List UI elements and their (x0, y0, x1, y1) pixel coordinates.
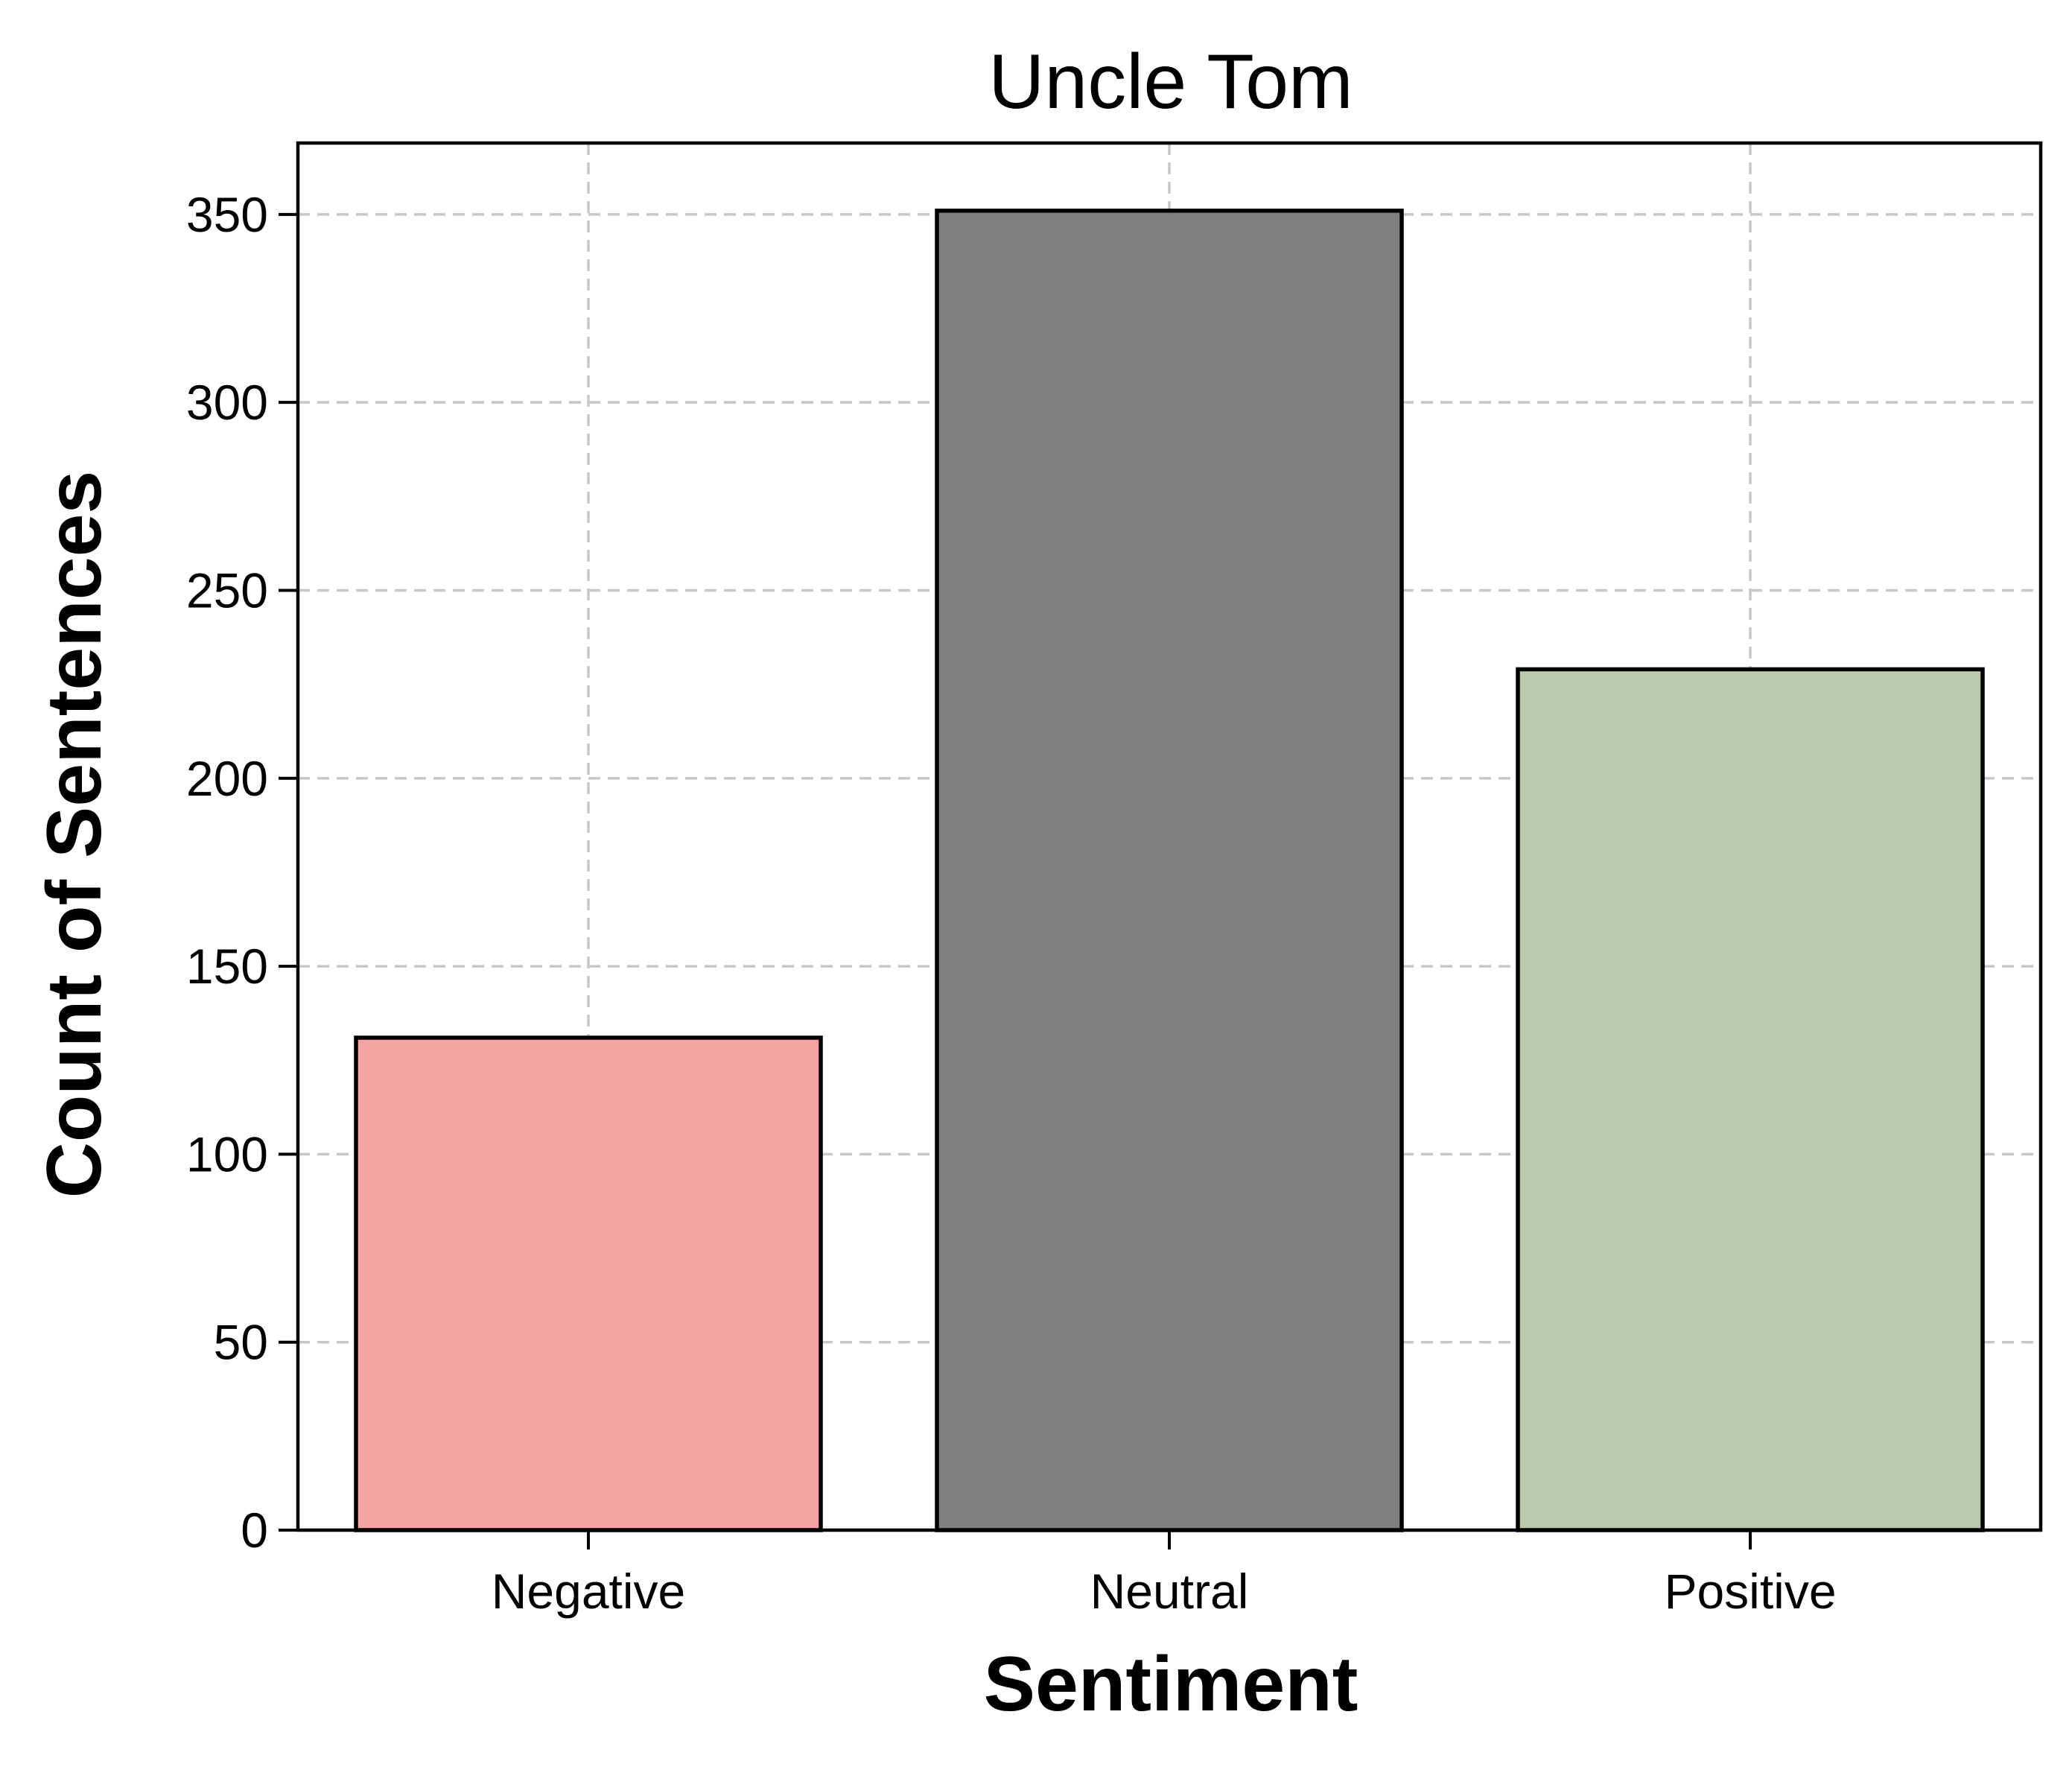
chart-title: Uncle Tom (988, 39, 1353, 125)
bar-negative (354, 1035, 823, 1532)
y-axis-title: Count of Sentences (31, 471, 118, 1199)
x-tick-label: Neutral (1090, 1564, 1249, 1619)
x-axis-title: Sentiment (984, 1641, 1358, 1728)
x-tick-label: Negative (492, 1564, 686, 1619)
bar-positive (1516, 667, 1985, 1532)
bar-neutral (935, 209, 1404, 1532)
y-tick-label: 250 (186, 562, 268, 618)
x-tick-label: Positive (1664, 1564, 1836, 1619)
y-tick-label: 100 (186, 1126, 268, 1181)
y-tick-label: 300 (186, 375, 268, 430)
y-tick-label: 200 (186, 751, 268, 806)
y-tick-label: 50 (214, 1315, 268, 1370)
y-tick-label: 150 (186, 939, 268, 994)
ticks: 0 50 100 150 200 250 300 350 Negative Neutral Posi… (186, 187, 1837, 1619)
y-tick-label: 350 (186, 187, 268, 242)
y-tick-label: 0 (241, 1503, 268, 1558)
